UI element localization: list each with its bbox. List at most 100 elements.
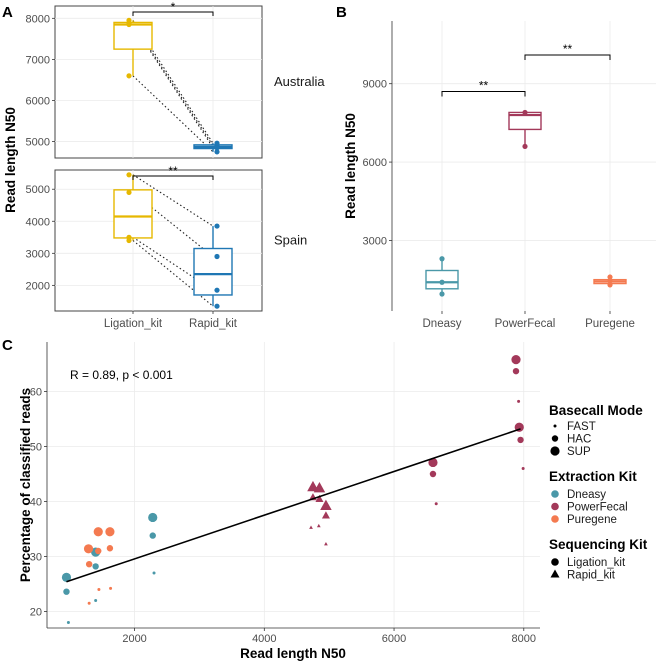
y-tick-label: 9000 [363, 79, 387, 91]
legend-shape-key [550, 569, 560, 578]
panel-c: 20 30 40 50 60 2000 4000 6000 8000 R = 0.89, p < … [18, 342, 648, 661]
legend-title: Sequencing Kit [549, 537, 648, 552]
box-body [113, 21, 153, 50]
data-point-triangle [321, 511, 330, 519]
data-point [214, 253, 220, 260]
data-point [214, 303, 220, 309]
x-tick-label: Ligation_kit [104, 318, 163, 330]
data-point [126, 189, 132, 196]
significance-bracket [132, 175, 214, 180]
significance-label: ** [563, 42, 573, 56]
plot-background [392, 21, 656, 311]
legend-label: Ligation_kit [567, 557, 626, 569]
facet-label: Spain [274, 233, 307, 248]
data-point [607, 278, 613, 284]
legend-label: FAST [567, 421, 596, 433]
x-tick-label: Rapid_kit [189, 318, 238, 330]
data-point [428, 457, 438, 468]
legend-label: Dneasy [567, 489, 606, 501]
data-point [109, 586, 113, 590]
data-point-triangle [316, 523, 321, 528]
data-point-triangle [315, 494, 324, 502]
data-point [85, 561, 93, 568]
legend-shape-key [551, 558, 559, 566]
y-axis-label: Percentage of classified reads [18, 388, 33, 582]
data-point [148, 512, 158, 523]
data-point [106, 545, 114, 552]
data-point [83, 544, 94, 554]
data-point [95, 547, 102, 555]
legend-color-key [551, 490, 559, 498]
legend-size-key [551, 435, 559, 442]
y-tick-label: 2000 [26, 280, 50, 292]
data-point [214, 223, 220, 229]
legend-color-key [551, 502, 559, 511]
data-point [214, 145, 220, 151]
legend-label: HAC [567, 434, 591, 446]
facet-label: Australia [274, 74, 325, 89]
data-point [511, 355, 521, 365]
data-point [512, 367, 520, 375]
significance-label: ** [168, 164, 178, 178]
paired-line [132, 240, 214, 307]
data-point-triangle [320, 499, 332, 510]
y-tick-label: 5000 [26, 184, 50, 196]
x-axis-label: Read length N50 [240, 646, 346, 661]
data-point [214, 287, 220, 293]
data-point [429, 470, 437, 478]
y-tick-label: 5000 [26, 137, 50, 149]
data-point [63, 588, 70, 595]
data-point [607, 282, 613, 288]
x-tick-label: Puregene [585, 318, 635, 330]
data-point-triangle [313, 482, 326, 493]
facet-australia: 5000600070008000Ligation_kitRapid_kit*Au… [26, 0, 325, 159]
y-tick-label: 50 [30, 442, 42, 454]
facet-spain: 2000300040005000Ligation_kitRapid_kit**S… [26, 164, 307, 312]
x-tick-label: 4000 [252, 633, 276, 645]
data-point-triangle [324, 541, 328, 546]
panel-label-a: A [2, 4, 13, 21]
data-point [66, 621, 70, 624]
legend-label: Puregene [567, 514, 617, 526]
y-tick-label: 6000 [26, 95, 50, 107]
x-tick-label: 2000 [122, 633, 146, 645]
panel-label-b: B [336, 4, 347, 21]
y-tick-label: 8000 [26, 13, 50, 25]
legend-title: Basecall Mode [549, 403, 643, 418]
panel-a: 5000 6000 7000 8000 Ligation_kit Rapid_kit * Au… [3, 0, 325, 330]
panel-label-c: C [2, 337, 13, 354]
data-point [94, 599, 98, 602]
y-tick-label: 7000 [26, 54, 50, 66]
correlation-annotation: R = 0.89, p < 0.001 [70, 368, 173, 382]
legend-label: PowerFecal [567, 502, 628, 514]
significance-bracket [524, 54, 611, 60]
data-point [214, 149, 220, 155]
significance-bracket [441, 91, 526, 97]
regression-line [66, 428, 521, 583]
data-point [105, 527, 115, 537]
y-tick-label: 20 [30, 607, 42, 619]
data-point [522, 109, 528, 116]
data-point [87, 601, 91, 605]
y-axis-label: Read length N50 [343, 113, 358, 219]
data-point [61, 572, 72, 583]
panel-b: 300060009000DneasyDneasyPowerFecalPowerF… [343, 21, 656, 330]
data-point [126, 172, 132, 178]
legend-title: Extraction Kit [549, 469, 637, 484]
data-point [152, 571, 156, 575]
y-tick-label: 4000 [26, 216, 50, 228]
significance-label: ** [479, 79, 489, 93]
data-point [517, 436, 524, 444]
data-point [93, 527, 103, 537]
legend-label: Rapid_kit [567, 570, 616, 582]
data-point [439, 291, 445, 297]
legend-color-key [551, 515, 559, 523]
y-tick-label: 60 [30, 387, 42, 399]
facet-frame [54, 5, 263, 159]
data-point [126, 237, 132, 244]
legend-size-key [550, 446, 560, 456]
data-point [149, 532, 156, 539]
box-body [113, 189, 153, 239]
